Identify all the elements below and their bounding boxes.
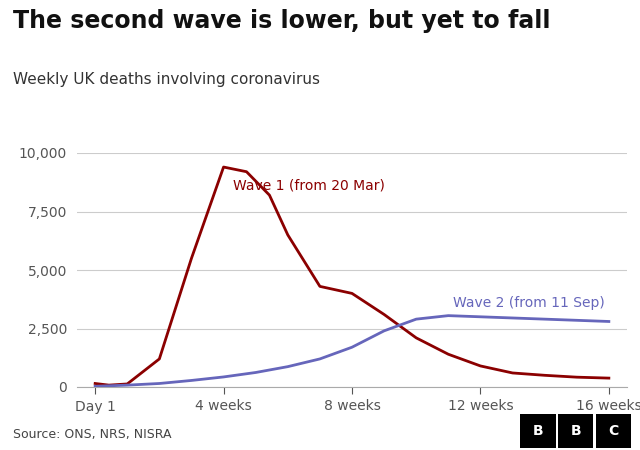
Text: B: B <box>570 424 581 438</box>
Text: Source: ONS, NRS, NISRA: Source: ONS, NRS, NISRA <box>13 428 172 441</box>
Text: Wave 2 (from 11 Sep): Wave 2 (from 11 Sep) <box>453 296 605 310</box>
Text: Weekly UK deaths involving coronavirus: Weekly UK deaths involving coronavirus <box>13 72 320 87</box>
Text: Wave 1 (from 20 Mar): Wave 1 (from 20 Mar) <box>233 179 385 193</box>
Text: The second wave is lower, but yet to fall: The second wave is lower, but yet to fal… <box>13 9 550 33</box>
Text: C: C <box>608 424 619 438</box>
Text: B: B <box>532 424 543 438</box>
